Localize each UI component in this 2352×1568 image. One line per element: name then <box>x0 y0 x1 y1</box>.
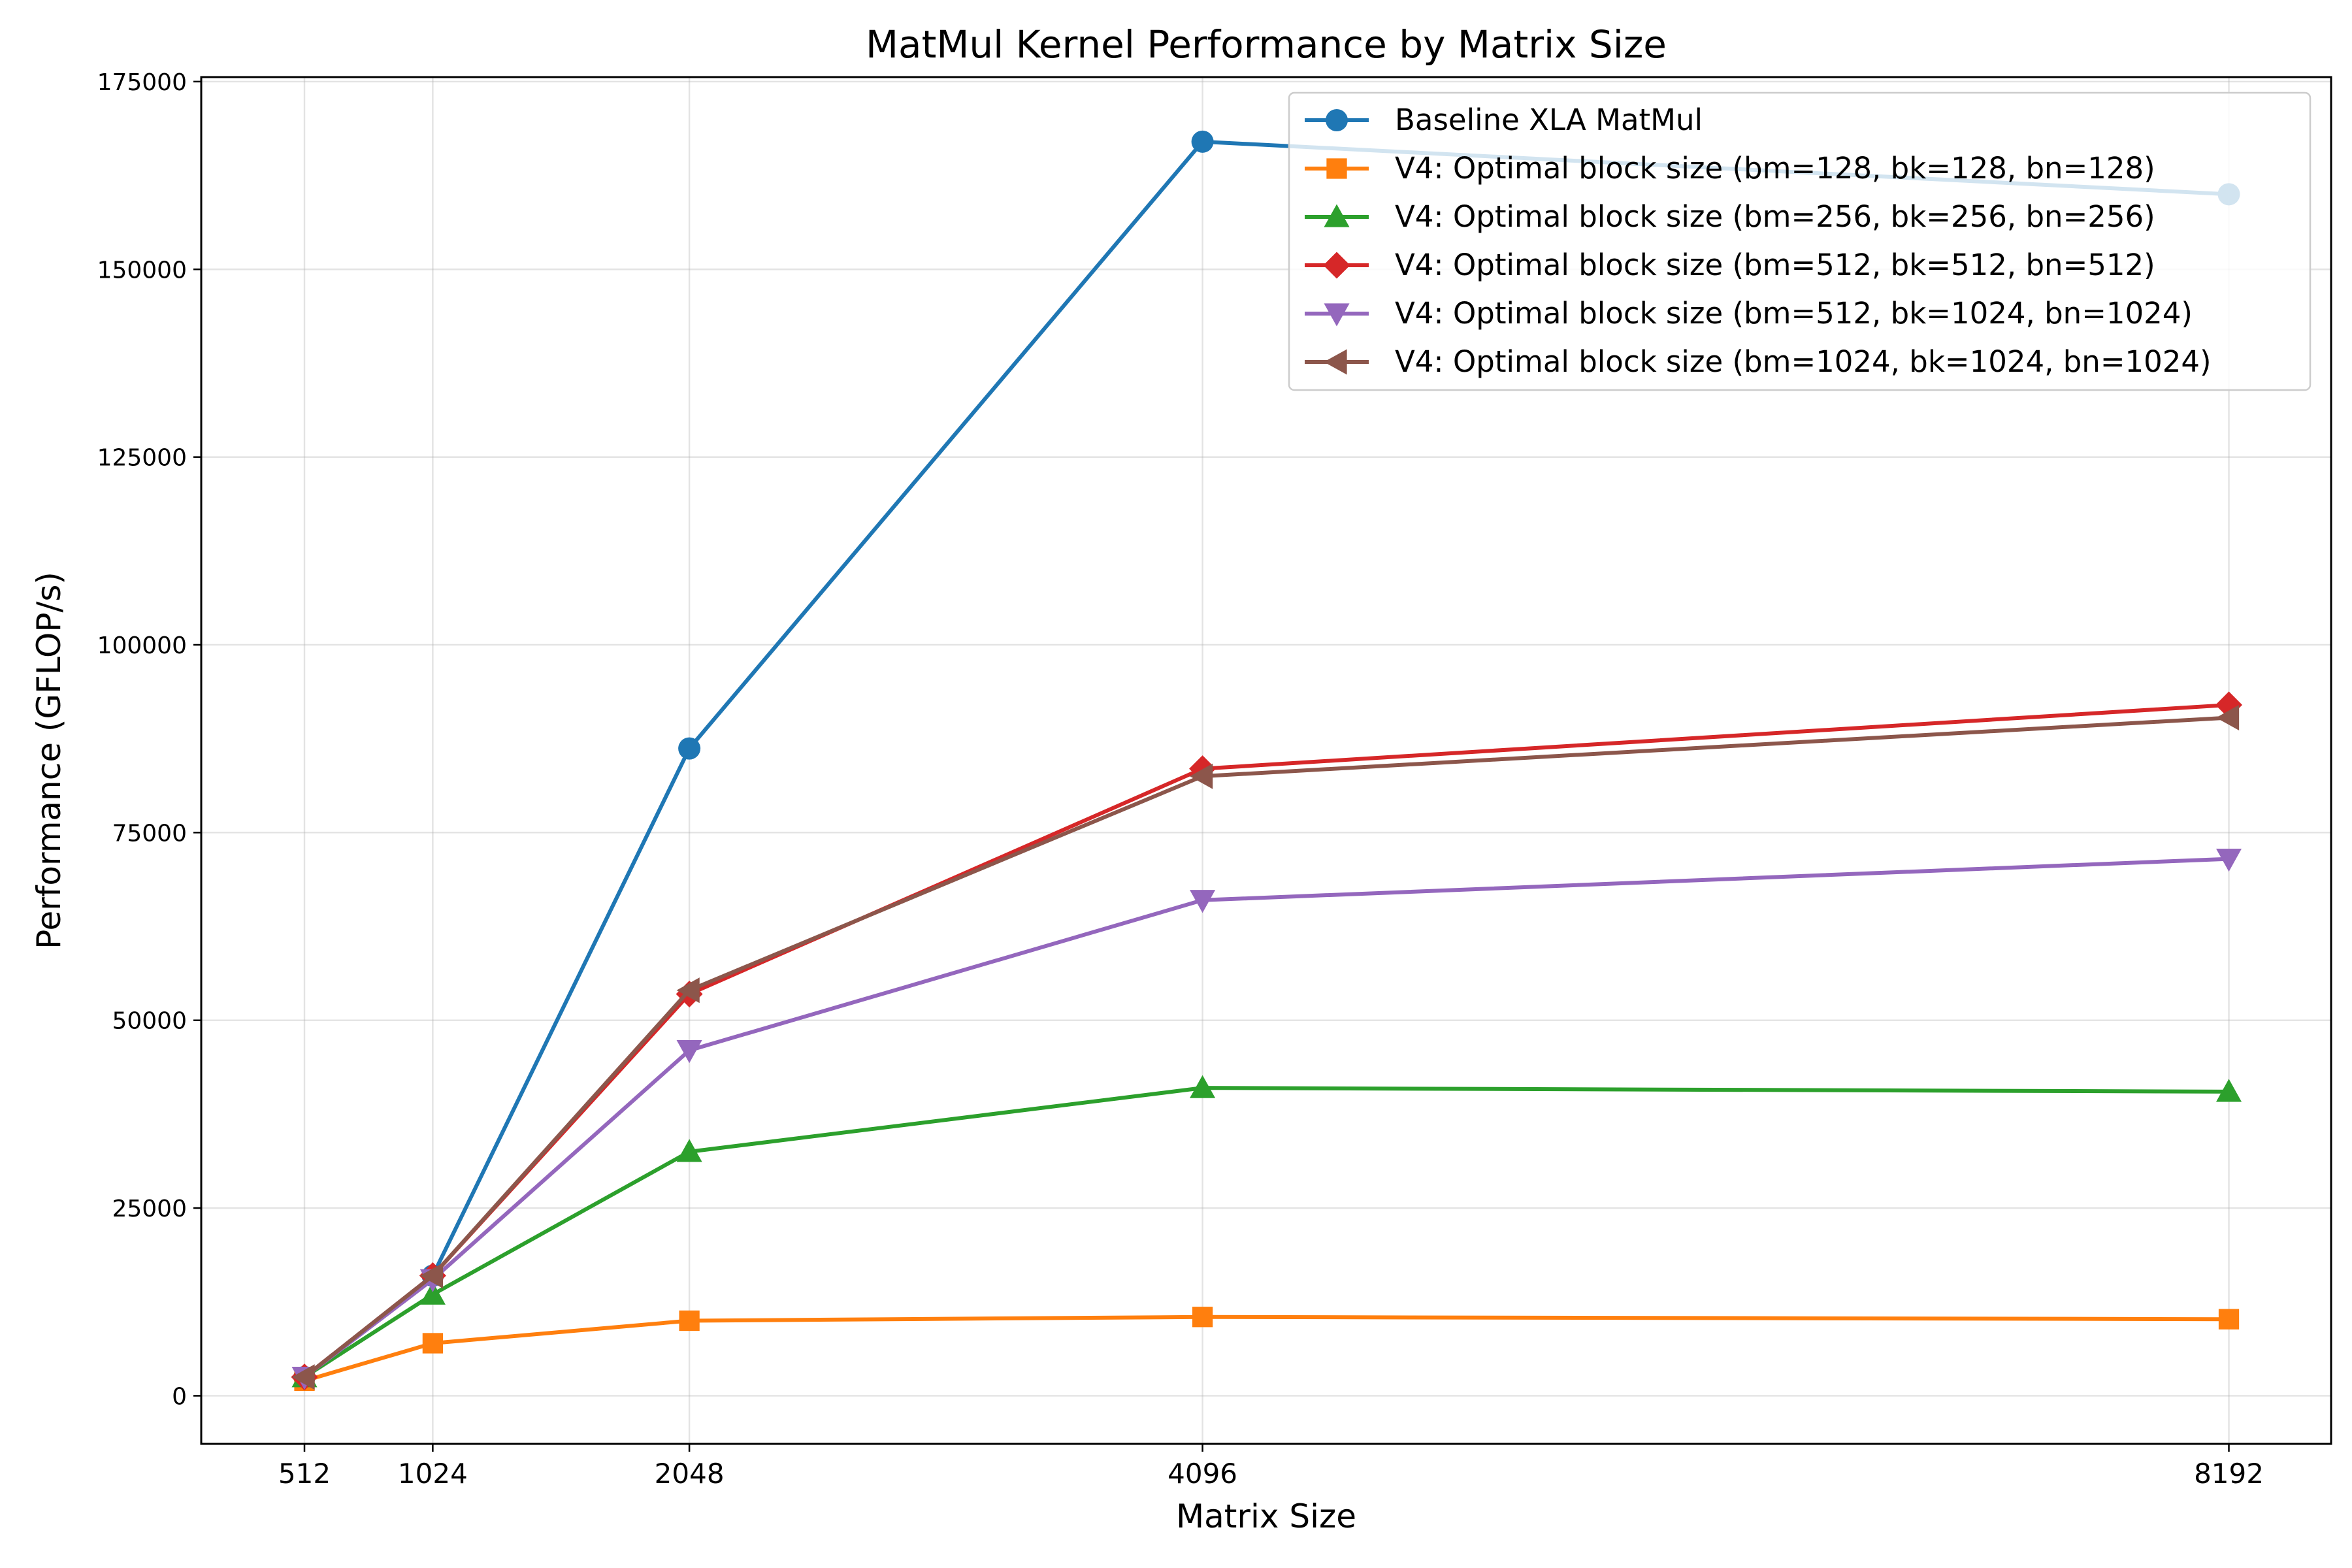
legend-entry-3: V4: Optimal block size (bm=512, bk=512, … <box>1305 248 2155 282</box>
data-point <box>679 1310 700 1331</box>
legend-label: V4: Optimal block size (bm=256, bk=256, … <box>1395 199 2155 234</box>
plot-area-frame <box>200 76 2332 1445</box>
x-axis-label: Matrix Size <box>1176 1497 1356 1535</box>
legend-marker <box>1326 158 1347 179</box>
data-point <box>2215 848 2242 872</box>
legend-entry-5: V4: Optimal block size (bm=1024, bk=1024… <box>1305 344 2212 379</box>
legend-label: Baseline XLA MatMul <box>1395 103 1703 137</box>
series-2 <box>291 1075 2242 1388</box>
legend-label: V4: Optimal block size (bm=128, bk=128, … <box>1395 151 2155 186</box>
data-point <box>2215 704 2240 731</box>
data-point <box>1190 763 1213 789</box>
legend-marker <box>1324 349 1347 375</box>
y-tick-label: 75000 <box>112 820 187 847</box>
chart-title: MatMul Kernel Performance by Matrix Size <box>866 22 1667 67</box>
legend-entry-0: Baseline XLA MatMul <box>1305 103 1703 137</box>
x-tick-label: 1024 <box>398 1458 468 1490</box>
data-point <box>422 1333 444 1354</box>
data-point <box>676 977 700 1004</box>
y-tick-label: 150000 <box>97 257 187 284</box>
y-tick-label: 50000 <box>112 1008 187 1035</box>
y-axis: 0 25000 50000 75000 100000 125000 150000 175000 <box>97 69 201 1410</box>
x-tick-label: 8192 <box>2194 1458 2264 1490</box>
data-point <box>1192 1307 1213 1328</box>
legend-entry-2: V4: Optimal block size (bm=256, bk=256, … <box>1305 199 2155 234</box>
data-point <box>678 737 701 760</box>
data-point <box>419 1281 446 1305</box>
legend-label: V4: Optimal block size (bm=512, bk=1024,… <box>1395 296 2193 331</box>
data-point <box>419 1262 444 1289</box>
data-point <box>2215 1079 2242 1102</box>
data-point <box>676 1040 702 1064</box>
series-5 <box>291 704 2240 1390</box>
y-tick-label: 175000 <box>97 69 187 96</box>
legend: Baseline XLA MatMul V4: Optimal block siz… <box>1288 91 2311 391</box>
legend-box <box>1288 91 2311 391</box>
legend-marker <box>1323 252 1350 279</box>
x-tick-label: 512 <box>278 1458 331 1490</box>
y-tick-label: 25000 <box>112 1196 187 1222</box>
legend-label: V4: Optimal block size (bm=1024, bk=1024… <box>1395 344 2212 379</box>
y-axis-label: Performance (GFLOP/s) <box>30 572 68 949</box>
data-point <box>1191 130 1214 153</box>
legend-marker <box>1326 109 1348 131</box>
x-tick-label: 4096 <box>1168 1458 1237 1490</box>
data-point <box>676 1139 702 1162</box>
x-axis: 512 1024 2048 4096 8192 <box>278 1444 2264 1490</box>
data-point <box>2218 1309 2240 1330</box>
data-point <box>1190 1075 1216 1098</box>
legend-entry-4: V4: Optimal block size (bm=512, bk=1024,… <box>1305 296 2193 331</box>
data-point <box>1190 890 1216 913</box>
series-layer <box>291 130 2243 1392</box>
y-tick-label: 100000 <box>97 632 187 659</box>
legend-marker <box>1324 204 1350 227</box>
legend-entry-1: V4: Optimal block size (bm=128, bk=128, … <box>1305 151 2155 186</box>
legend-marker <box>1324 303 1350 327</box>
data-point <box>291 1364 315 1390</box>
legend-label: V4: Optimal block size (bm=512, bk=512, … <box>1395 248 2155 282</box>
y-tick-label: 125000 <box>97 445 187 472</box>
x-tick-label: 2048 <box>655 1458 725 1490</box>
y-tick-label: 0 <box>172 1383 187 1410</box>
